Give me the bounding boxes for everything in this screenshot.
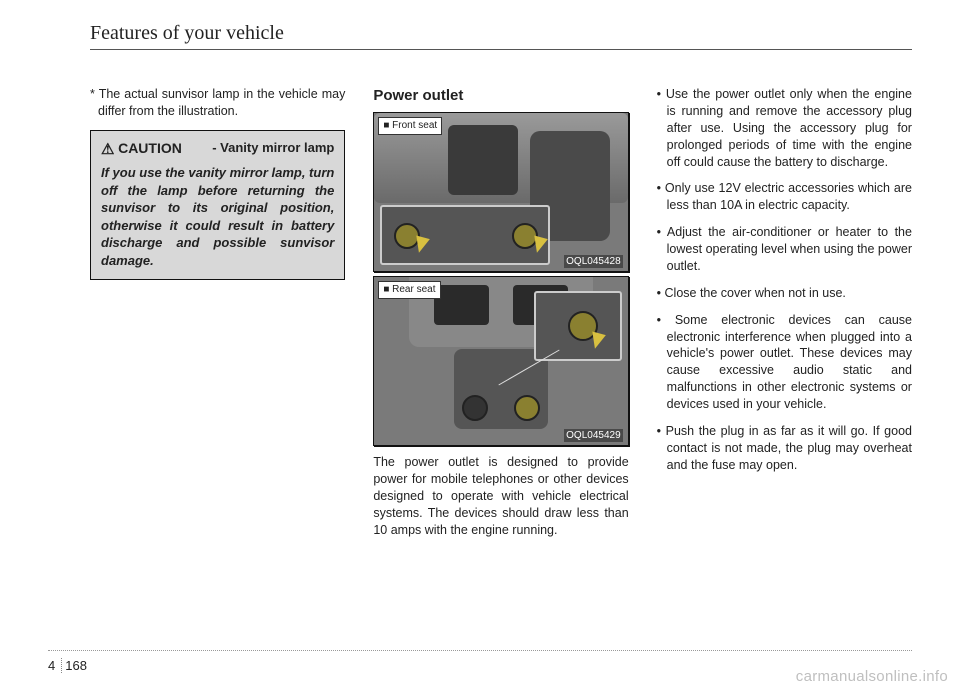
- page-footer: 4168: [48, 658, 87, 673]
- caution-label: CAUTION: [118, 140, 182, 156]
- list-item: Adjust the air-conditioner or heater to …: [657, 224, 912, 275]
- figure-code-rear: OQL045429: [564, 429, 623, 443]
- page-number: 168: [65, 658, 87, 673]
- list-item: Close the cover when not in use.: [657, 285, 912, 302]
- figure-rear-seat: ■ Rear seat OQL045429: [373, 276, 628, 446]
- figure-code-front: OQL045428: [564, 255, 623, 269]
- column-2: Power outlet ■ Front seat OQL045428: [373, 86, 628, 539]
- power-outlet-title: Power outlet: [373, 86, 628, 106]
- list-item: Push the plug in as far as it will go. I…: [657, 423, 912, 474]
- figure-front-seat: ■ Front seat OQL045428: [373, 112, 628, 272]
- interior-illustration-rear: [374, 277, 627, 445]
- power-outlet-notes: Use the power outlet only when the engin…: [657, 86, 912, 474]
- watermark: carmanualsonline.info: [796, 668, 948, 685]
- caution-box: ⚠ CAUTION - Vanity mirror lamp If you us…: [90, 130, 345, 281]
- sunvisor-footnote: * The actual sunvisor lamp in the vehicl…: [90, 86, 345, 120]
- list-item: Only use 12V electric accessories which …: [657, 180, 912, 214]
- caution-title: ⚠ CAUTION - Vanity mirror lamp: [101, 139, 334, 160]
- column-3: Use the power outlet only when the engin…: [657, 86, 912, 539]
- figure-label-rear: ■ Rear seat: [378, 281, 440, 299]
- list-item: Some electronic devices can cause electr…: [657, 312, 912, 413]
- manual-page: Features of your vehicle * The actual su…: [0, 0, 960, 689]
- chapter-number: 4: [48, 658, 62, 673]
- footer-divider: [48, 650, 912, 651]
- caution-body: If you use the vanity mirror lamp, turn …: [101, 164, 334, 269]
- caution-subtitle: - Vanity mirror lamp: [212, 140, 334, 155]
- columns: * The actual sunvisor lamp in the vehicl…: [90, 86, 912, 539]
- figure-label-front: ■ Front seat: [378, 117, 442, 135]
- warning-icon: ⚠: [101, 141, 114, 158]
- column-1: * The actual sunvisor lamp in the vehicl…: [90, 86, 345, 539]
- list-item: Use the power outlet only when the engin…: [657, 86, 912, 170]
- interior-illustration-front: [374, 113, 627, 271]
- page-header: Features of your vehicle: [90, 22, 912, 50]
- power-outlet-description: The power outlet is designed to provide …: [373, 454, 628, 538]
